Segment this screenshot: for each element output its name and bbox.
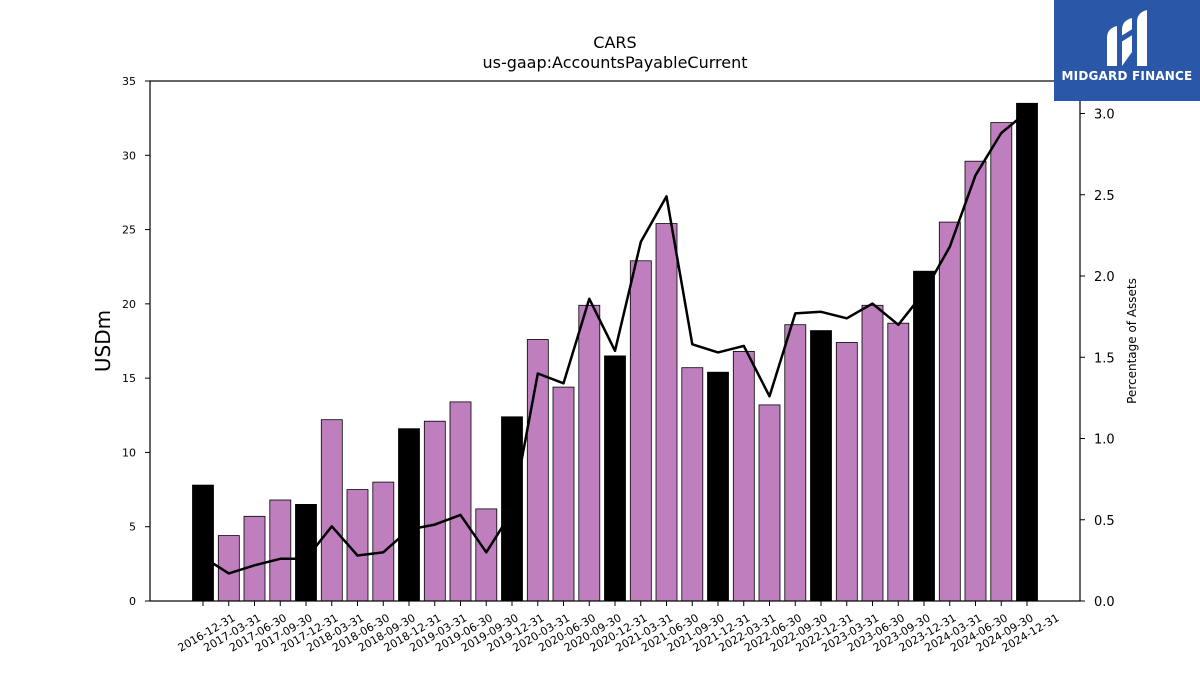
bar-2021-06-30 xyxy=(655,223,678,602)
y-tick-label-15: 15 xyxy=(122,372,136,385)
y-tick-label-5: 5 xyxy=(129,521,136,534)
bar-2024-03-31 xyxy=(938,221,961,602)
bar-2022-12-31 xyxy=(810,330,832,602)
brand-logo-text: MIDGARD FINANCE xyxy=(1061,69,1193,83)
y2-tick-label-1.5: 1.5 xyxy=(1094,351,1115,366)
percentage-line xyxy=(202,110,1028,575)
bar-2022-03-31 xyxy=(732,350,755,602)
bar-2017-06-30 xyxy=(243,515,266,602)
y-tick-label-0: 0 xyxy=(129,595,136,608)
bar-2019-09-30 xyxy=(475,508,498,602)
y-tick-label-30: 30 xyxy=(122,149,136,162)
bar-2017-12-31 xyxy=(295,503,317,602)
x-axis: 2016-12-312017-03-312017-06-302017-09-30… xyxy=(176,601,1062,655)
bar-2024-06-30 xyxy=(964,160,987,602)
midgard-logo-icon xyxy=(1107,10,1147,66)
y2-axis-label: Percentage of Assets xyxy=(1125,278,1139,404)
y2-tick-label-2.5: 2.5 xyxy=(1094,189,1115,204)
bar-2020-12-31 xyxy=(604,355,626,602)
y2-tick-label-2: 2.0 xyxy=(1094,270,1115,285)
y2-tick-label-0: 0.0 xyxy=(1094,595,1115,610)
bar-2018-09-30 xyxy=(372,481,395,602)
bar-2023-06-30 xyxy=(861,304,884,602)
bar-2021-12-31 xyxy=(707,371,729,602)
y-tick-label-35: 35 xyxy=(122,75,136,88)
bar-2021-03-31 xyxy=(629,260,652,602)
bar-2020-09-30 xyxy=(578,304,601,602)
bar-2019-06-30 xyxy=(449,401,472,602)
bar-2018-12-31 xyxy=(398,428,420,602)
y2-tick-label-1: 1.0 xyxy=(1094,433,1115,448)
bar-2020-06-30 xyxy=(552,386,575,602)
bar-2016-12-31 xyxy=(192,484,214,602)
y-axis-label: USDm xyxy=(91,310,115,372)
bar-2024-12-31 xyxy=(1016,102,1038,602)
bar-2023-12-31 xyxy=(913,270,935,602)
y-tick-label-20: 20 xyxy=(122,298,136,311)
chart-subtitle: us-gaap:AccountsPayableCurrent xyxy=(482,53,747,72)
y2-tick-label-3: 3.0 xyxy=(1094,108,1115,123)
chart-title: CARS xyxy=(593,33,636,52)
y2-tick-label-0.5: 0.5 xyxy=(1094,514,1115,529)
brand-logo: MIDGARD FINANCE xyxy=(1054,0,1200,101)
bars-group xyxy=(192,102,1038,602)
bar-2022-06-30 xyxy=(758,404,781,602)
bar-2023-09-30 xyxy=(887,322,910,602)
bar-2024-09-30 xyxy=(990,122,1013,602)
y-tick-label-10: 10 xyxy=(122,446,136,459)
y-axis-left: 0 5 10 15 20 25 30 35 xyxy=(122,75,150,608)
y-axis-right: 0.0 0.5 1.0 1.5 2.0 2.5 3.0 xyxy=(1080,108,1115,610)
bar-2021-09-30 xyxy=(681,367,704,602)
y-tick-label-25: 25 xyxy=(122,224,136,237)
line-group xyxy=(202,110,1028,575)
bar-2018-03-31 xyxy=(320,419,343,602)
bar-2022-09-30 xyxy=(784,324,807,602)
bar-2019-03-31 xyxy=(423,420,446,602)
bar-2023-03-31 xyxy=(835,342,858,602)
bar-2017-09-30 xyxy=(269,499,292,602)
